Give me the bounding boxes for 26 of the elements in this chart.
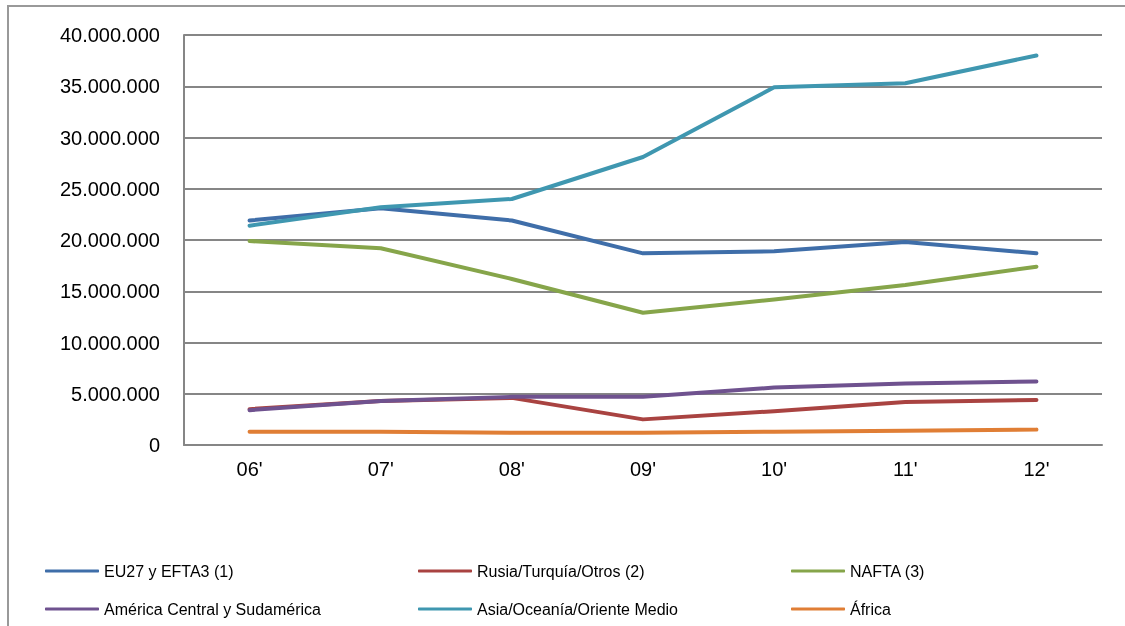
legend-label: Asia/Oceanía/Oriente Medio	[477, 600, 679, 618]
x-tick-label: 07'	[367, 458, 394, 480]
legend-label: América Central y Sudamérica	[104, 600, 322, 618]
line-series	[247, 239, 1039, 315]
x-tick-label: 12'	[1023, 458, 1050, 480]
y-tick-label: 30.000.000	[59, 126, 160, 149]
legend-label: NAFTA (3)	[850, 562, 925, 580]
y-tick-label: 40.000.000	[59, 24, 160, 46]
legend-label: África	[850, 599, 891, 618]
line-series	[247, 206, 1039, 256]
y-tick-label: 10.000.000	[59, 331, 160, 354]
y-tick-label: 15.000.000	[59, 280, 160, 303]
y-tick-label: 20.000.000	[59, 229, 160, 251]
x-tick-label: 09'	[629, 458, 657, 480]
x-tick-label: 06'	[236, 458, 263, 480]
legend-label: Rusia/Turquía/Otros (2)	[477, 562, 645, 580]
x-tick-label: 10'	[761, 458, 788, 480]
legend-label: EU27 y EFTA3 (1)	[104, 562, 234, 580]
y-tick-label: 25.000.000	[59, 177, 160, 200]
x-tick-label: 11'	[892, 458, 918, 480]
y-tick-label: 5.000.000	[71, 382, 160, 405]
line-series	[247, 53, 1039, 228]
x-tick-label: 08'	[498, 458, 525, 480]
y-tick-label: 0	[148, 434, 160, 456]
y-tick-label: 35.000.000	[59, 75, 160, 98]
line-series	[247, 379, 1039, 413]
